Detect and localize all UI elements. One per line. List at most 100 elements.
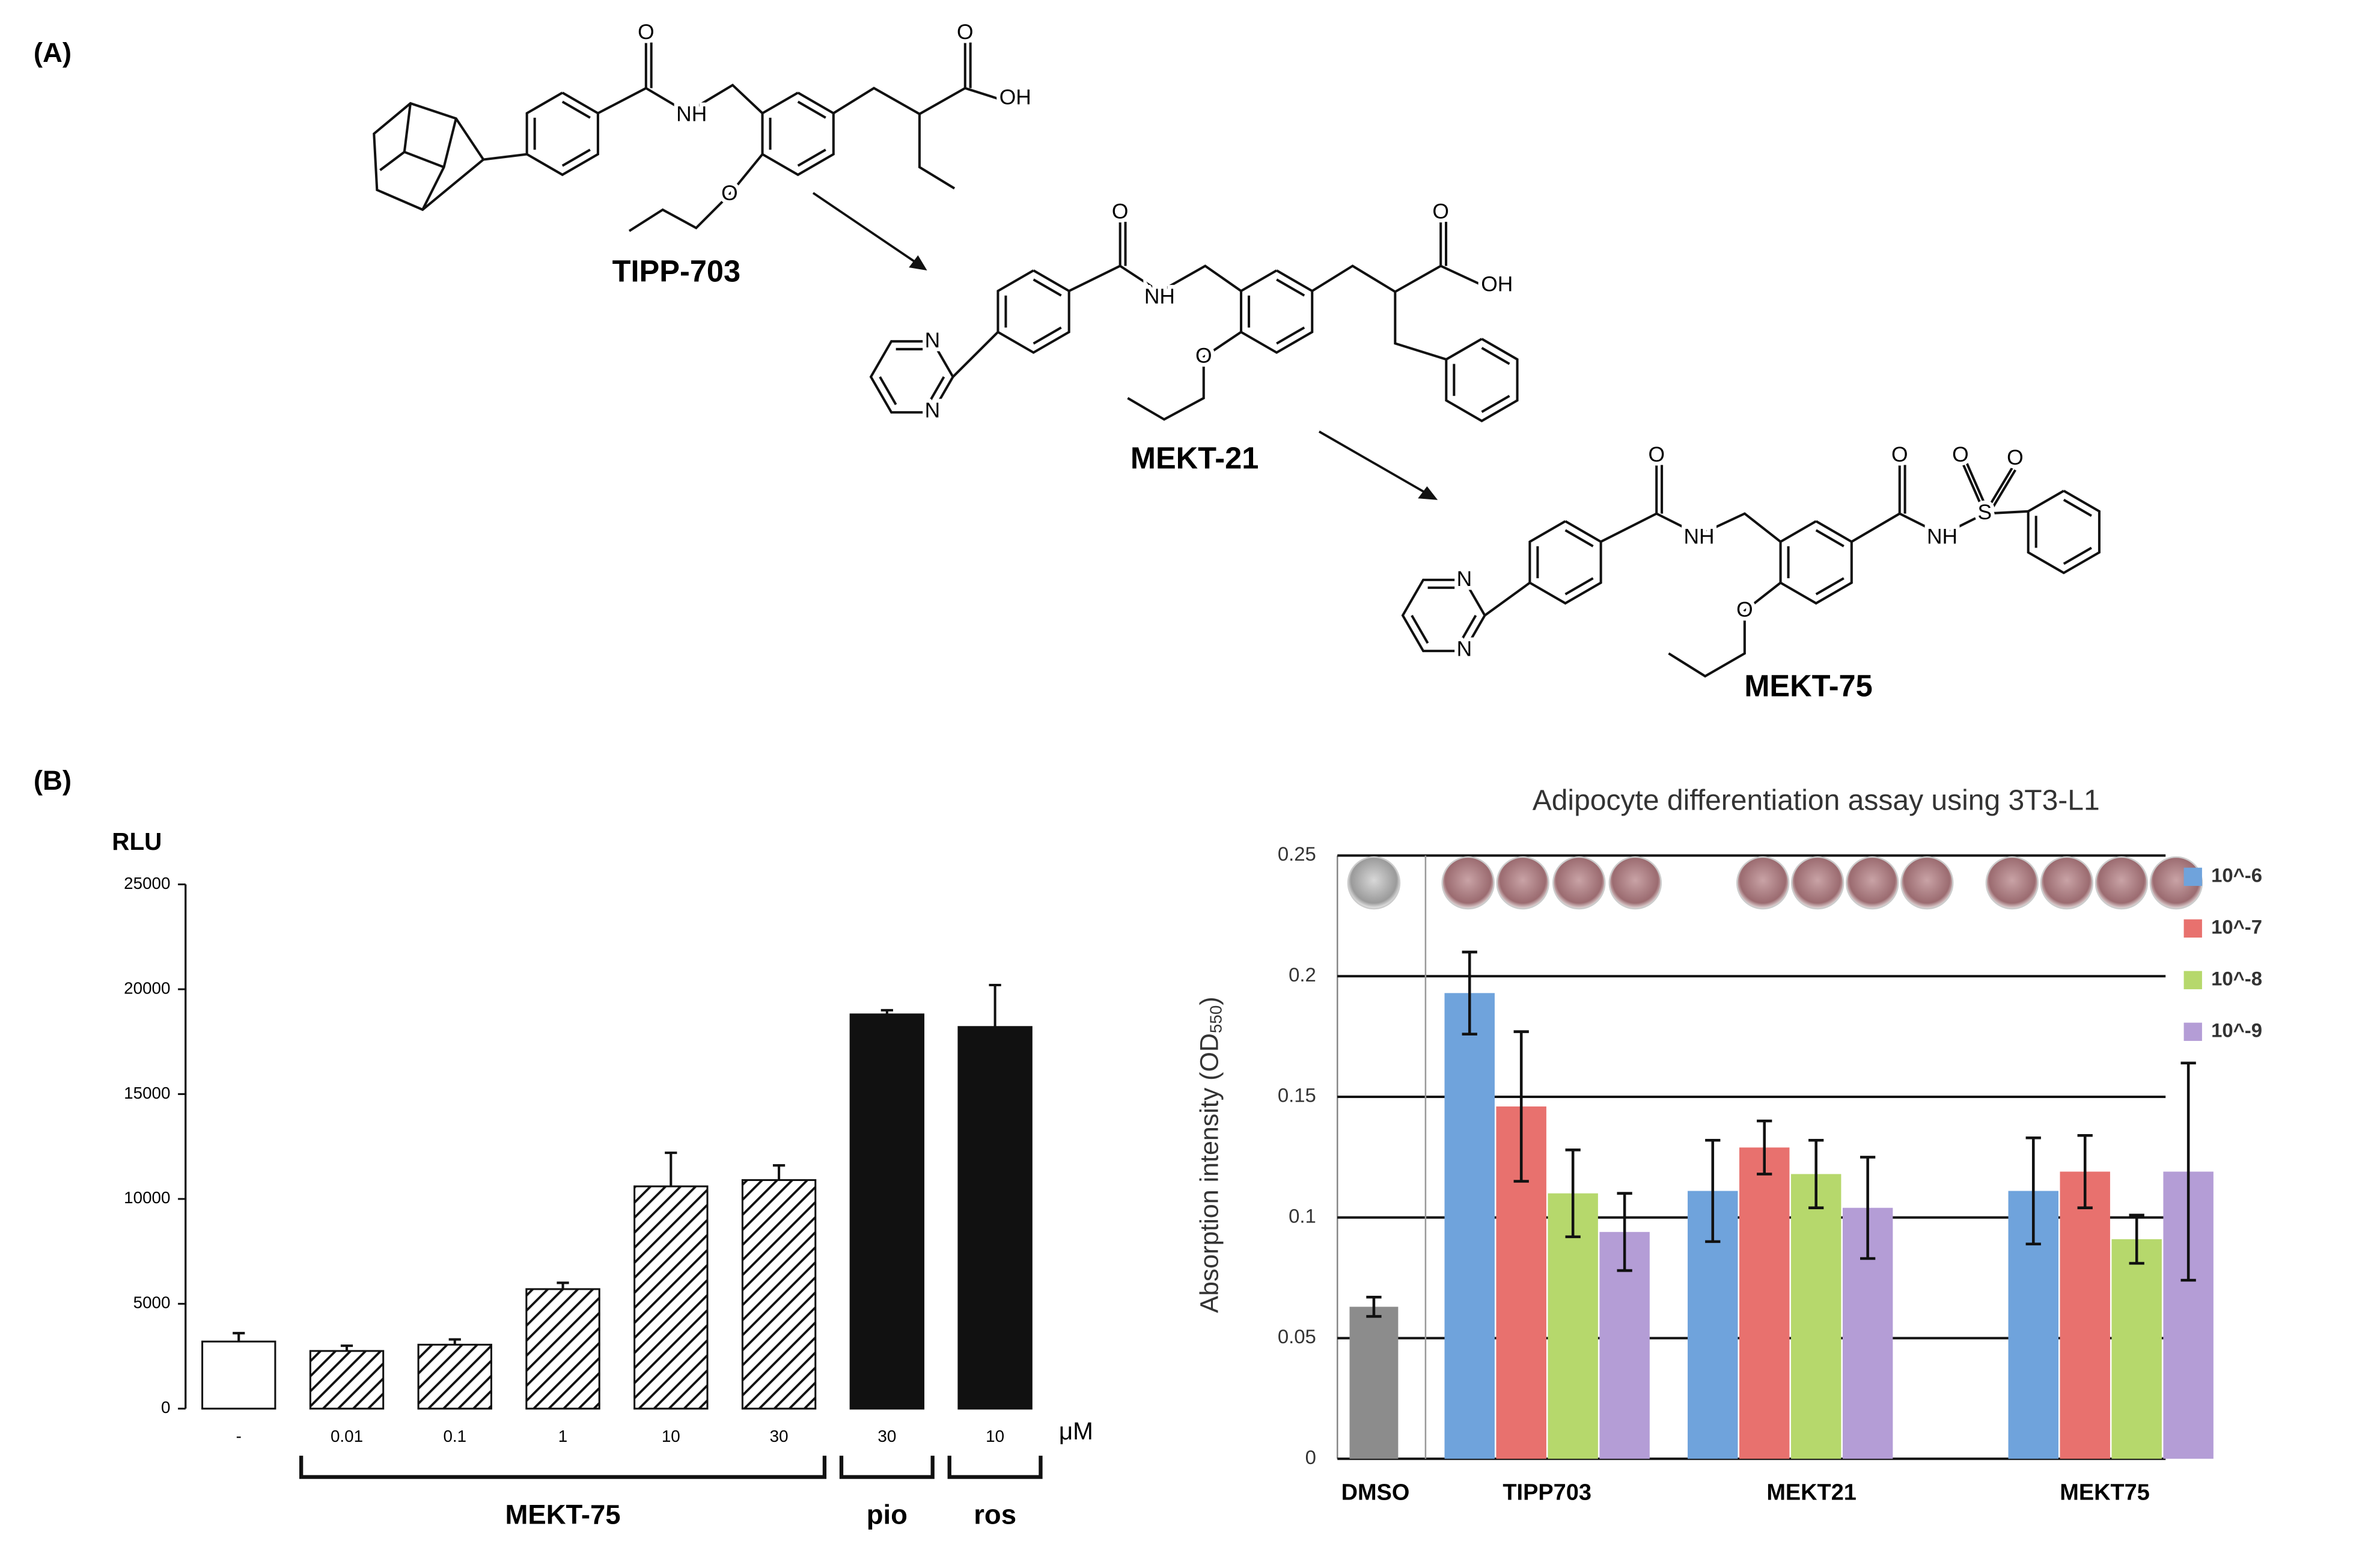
atom-label: O bbox=[1736, 598, 1753, 621]
well-image bbox=[1790, 856, 1844, 910]
y-tick-label: 25000 bbox=[124, 874, 170, 892]
y-tick-label: 0.15 bbox=[1278, 1084, 1316, 1106]
chart-title: Adipocyte differentiation assay using 3T… bbox=[1533, 785, 2100, 817]
atom-label: O bbox=[1112, 200, 1129, 223]
panel-label: (A) bbox=[34, 37, 72, 68]
bond bbox=[918, 114, 956, 190]
error-bar bbox=[233, 1332, 245, 1342]
group-label: pio bbox=[867, 1499, 908, 1530]
atom-label: O bbox=[1891, 443, 1908, 466]
bond bbox=[1033, 278, 1062, 297]
bar bbox=[957, 1026, 1033, 1410]
bar bbox=[741, 1179, 817, 1410]
well-image bbox=[1845, 856, 1899, 910]
x-tick-label: 30 bbox=[877, 1427, 896, 1445]
bond bbox=[1276, 326, 1305, 345]
error-bar bbox=[2180, 1061, 2196, 1282]
bar bbox=[417, 1343, 492, 1410]
bond bbox=[2063, 546, 2092, 565]
bond bbox=[1311, 264, 1484, 293]
bond bbox=[1459, 614, 1477, 644]
error-bar bbox=[1860, 1156, 1876, 1260]
bond bbox=[797, 100, 826, 119]
x-tick-label: DMSO bbox=[1341, 1480, 1410, 1505]
error-bar bbox=[2077, 1133, 2093, 1209]
x-tick-label: 0.01 bbox=[331, 1427, 363, 1445]
legend-swatch bbox=[2183, 919, 2202, 938]
bar bbox=[1790, 1174, 1841, 1459]
x-tick-label: 0.1 bbox=[443, 1427, 466, 1445]
bond bbox=[561, 100, 591, 119]
bar bbox=[1349, 1307, 1399, 1459]
bond bbox=[952, 331, 999, 378]
x-tick-label: 30 bbox=[770, 1427, 789, 1445]
y-axis-label-part: 550 bbox=[1207, 1005, 1225, 1033]
bond bbox=[1987, 469, 2017, 516]
error-bar bbox=[2025, 1136, 2041, 1246]
bar bbox=[633, 1185, 709, 1410]
bond bbox=[1159, 264, 1242, 293]
atom-label: OH bbox=[999, 86, 1031, 109]
bond bbox=[561, 148, 591, 167]
group-label: MEKT-75 bbox=[505, 1499, 620, 1530]
atom-label: N bbox=[925, 399, 941, 423]
y-tick-label: 0.2 bbox=[1289, 963, 1316, 986]
bond bbox=[1411, 614, 1429, 644]
bond bbox=[1481, 394, 1510, 413]
bond bbox=[1965, 463, 1989, 513]
x-tick-label: - bbox=[236, 1427, 242, 1445]
atom-label: N bbox=[1457, 567, 1472, 591]
y-tick-label: 20000 bbox=[124, 978, 170, 997]
bond bbox=[373, 102, 484, 212]
bond bbox=[1127, 331, 1242, 421]
bond bbox=[1484, 581, 1531, 617]
error-bar bbox=[448, 1338, 461, 1345]
y-axis-label: Absorption intensity (OD550) bbox=[1195, 996, 1225, 1313]
bond bbox=[483, 153, 527, 161]
x-tick-label: TIPP703 bbox=[1503, 1480, 1591, 1505]
bar bbox=[849, 1013, 925, 1410]
atom-label: O bbox=[1648, 443, 1665, 466]
arrow bbox=[812, 192, 922, 267]
well-image bbox=[1552, 856, 1606, 910]
bond bbox=[1394, 291, 1447, 361]
legend-swatch bbox=[2183, 1022, 2202, 1041]
error-bar bbox=[1366, 1295, 1382, 1318]
atom-label: O bbox=[1952, 443, 1969, 466]
well-image bbox=[2095, 856, 2149, 910]
error-bar bbox=[1808, 1138, 1824, 1209]
legend-label: 10^-6 bbox=[2211, 864, 2262, 886]
x-tick-label: 10 bbox=[662, 1427, 680, 1445]
well-image bbox=[1736, 856, 1790, 910]
error-bar bbox=[1513, 1030, 1529, 1183]
bond bbox=[1668, 582, 1781, 678]
bond bbox=[761, 91, 835, 177]
y-axis-label-part: Absorption intensity (OD bbox=[1195, 1033, 1224, 1313]
well-image bbox=[2040, 856, 2094, 910]
well-image bbox=[1441, 856, 1495, 910]
bond bbox=[879, 376, 897, 406]
bond bbox=[1779, 520, 1853, 605]
bar bbox=[309, 1350, 385, 1410]
y-tick-label: 0.05 bbox=[1278, 1325, 1316, 1347]
bar bbox=[2111, 1239, 2162, 1459]
error-bar bbox=[665, 1152, 677, 1186]
atom-label: NH bbox=[676, 103, 707, 126]
compound-name: MEKT-75 bbox=[1744, 669, 1872, 703]
error-bar bbox=[772, 1164, 786, 1180]
unit-label: μM bbox=[1059, 1417, 1093, 1445]
bond bbox=[628, 194, 731, 233]
bond bbox=[927, 376, 945, 406]
bond bbox=[728, 153, 764, 195]
error-bar bbox=[1462, 950, 1477, 1036]
atom-label: OH bbox=[1481, 273, 1513, 296]
well-image bbox=[1347, 856, 1401, 910]
bond bbox=[1239, 269, 1314, 354]
legend-label: 10^-7 bbox=[2211, 916, 2262, 938]
bond bbox=[1564, 577, 1594, 596]
bar bbox=[525, 1288, 600, 1410]
y-axis-label-part: ) bbox=[1195, 996, 1224, 1005]
bond bbox=[1983, 467, 2013, 514]
bond bbox=[1564, 529, 1594, 548]
atom-label: O bbox=[2007, 446, 2024, 469]
